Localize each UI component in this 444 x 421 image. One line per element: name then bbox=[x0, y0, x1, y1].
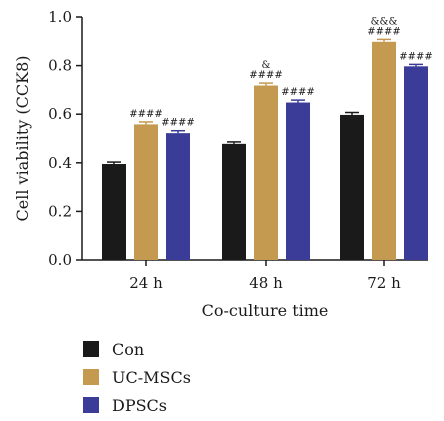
legend-label: Con bbox=[112, 340, 144, 359]
y-tick-label: 0.8 bbox=[48, 57, 72, 75]
legend-swatch-con bbox=[83, 341, 99, 357]
significance-label: #### bbox=[129, 109, 163, 120]
bar-uc-mscs-2 bbox=[372, 41, 396, 261]
legend-swatch-uc-mscs bbox=[83, 369, 99, 385]
x-axis-title: Co-culture time bbox=[202, 301, 329, 320]
y-axis-title: Cell viability (CCK8) bbox=[13, 56, 32, 222]
bar-con-0 bbox=[102, 164, 126, 260]
y-tick-label: 0.0 bbox=[48, 251, 72, 269]
legend-label: DPSCs bbox=[112, 396, 167, 415]
legend-label: UC-MSCs bbox=[112, 368, 191, 387]
significance-label: #### bbox=[281, 87, 315, 98]
bar-con-2 bbox=[340, 114, 364, 260]
y-tick-label: 0.2 bbox=[48, 202, 72, 220]
significance-label: &&& bbox=[371, 16, 398, 27]
significance-label: #### bbox=[399, 51, 433, 62]
y-tick-label: 0.4 bbox=[48, 154, 72, 172]
x-tick-label: 24 h bbox=[129, 274, 163, 292]
significance-label: #### bbox=[161, 118, 195, 129]
bar-dpscs-0 bbox=[166, 133, 190, 260]
plot-area: 0.0 0.2 0.4 0.6 0.8 1.0 Cell viability (CCK8) 2… bbox=[13, 8, 433, 320]
legend: Con UC-MSCs DPSCs bbox=[83, 340, 191, 415]
bar-uc-mscs-1 bbox=[254, 85, 278, 260]
y-tick-label: 0.6 bbox=[48, 105, 72, 123]
bar-dpscs-1 bbox=[286, 102, 310, 260]
significance-label: & bbox=[262, 60, 271, 71]
significance-label: #### bbox=[249, 70, 283, 81]
bar-dpscs-2 bbox=[404, 66, 428, 260]
bar-con-1 bbox=[222, 143, 246, 260]
bar-uc-mscs-0 bbox=[134, 124, 158, 260]
x-tick-label: 48 h bbox=[249, 274, 283, 292]
y-tick-label: 1.0 bbox=[48, 8, 72, 26]
legend-swatch-dpscs bbox=[83, 397, 99, 413]
significance-label: #### bbox=[367, 26, 401, 37]
x-tick-label: 72 h bbox=[367, 274, 401, 292]
